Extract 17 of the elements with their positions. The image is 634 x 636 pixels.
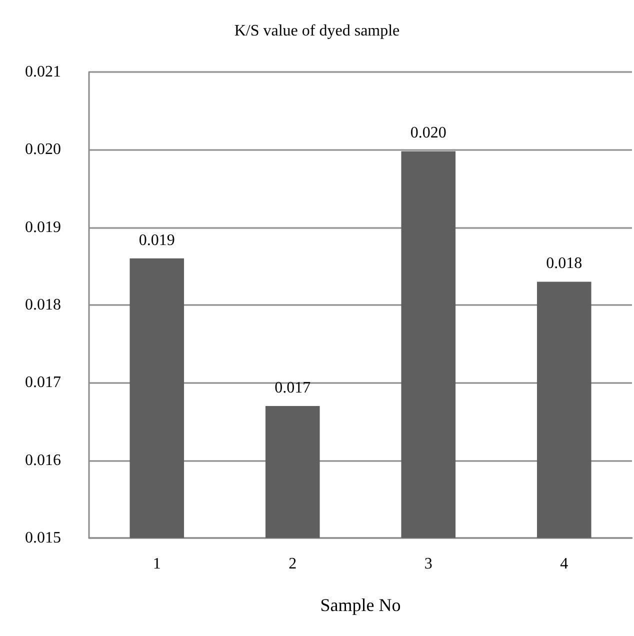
x-tick-label: 2 — [288, 556, 297, 572]
data-label: 0.019 — [138, 232, 175, 249]
text: 0.019 — [25, 218, 61, 236]
x-tick-label: 1 — [152, 556, 161, 572]
text: 0.016 — [25, 452, 61, 469]
data-label: 0.020 — [410, 124, 446, 142]
data-label: 0.017 — [274, 379, 311, 396]
data-label: 0.018 — [546, 255, 582, 272]
x-tick-label: 3 — [424, 556, 432, 572]
chart-title: K/S value of dyed sample — [234, 22, 400, 40]
text: 0.017 — [25, 374, 61, 392]
text: 0.015 — [25, 530, 61, 546]
x-axis-title: Sample No — [320, 595, 401, 615]
text: 0.020 — [25, 141, 61, 158]
text: 0.018 — [25, 296, 61, 314]
text: 0.021 — [25, 64, 61, 80]
x-tick-label: 4 — [560, 556, 568, 572]
